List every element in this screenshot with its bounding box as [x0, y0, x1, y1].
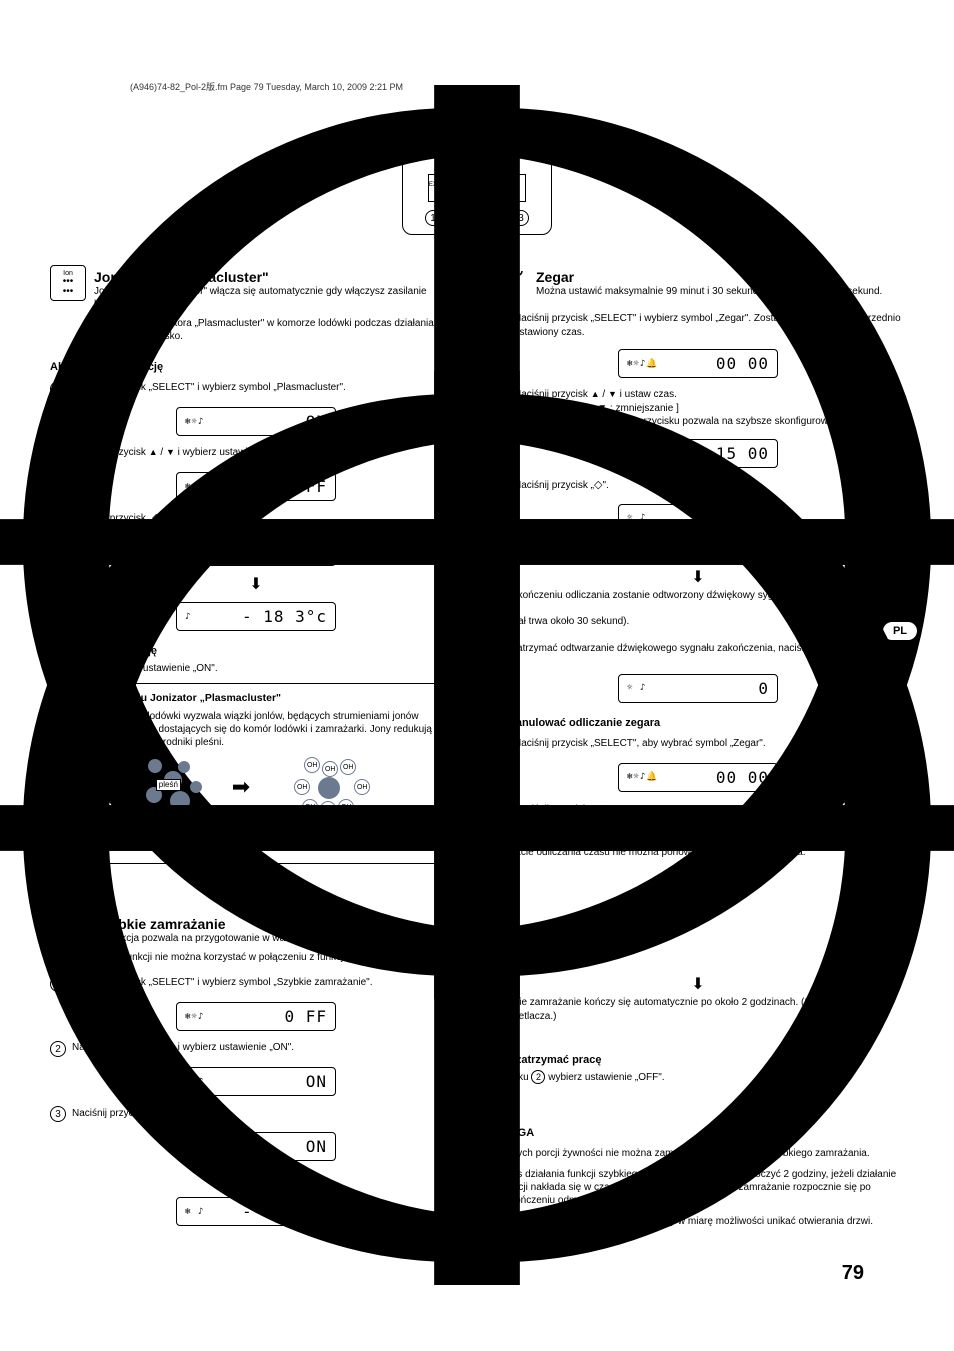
crop-mark-icon — [0, 371, 914, 1285]
